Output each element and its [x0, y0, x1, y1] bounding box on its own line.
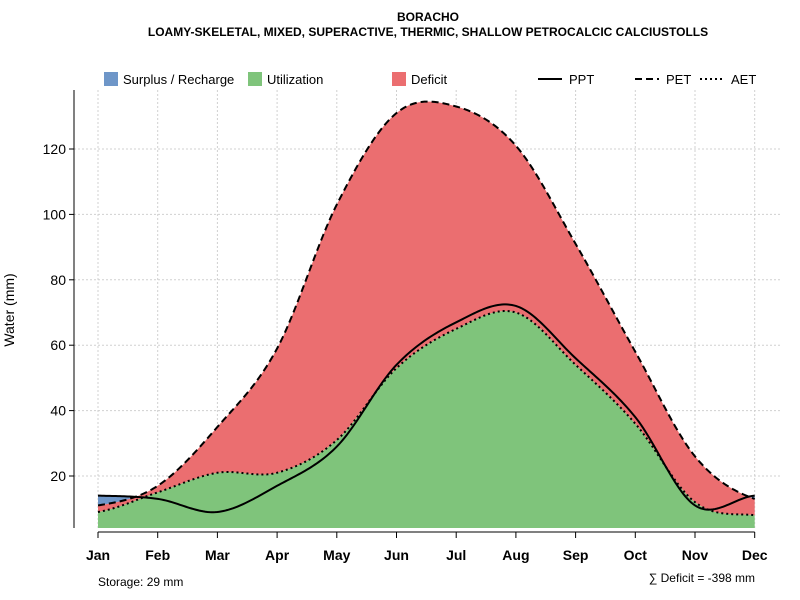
- legend-label: Utilization: [267, 72, 323, 87]
- area-fills: [98, 101, 755, 528]
- series-line-ppt: [97, 303, 755, 514]
- x-tick-label: Jun: [384, 547, 409, 563]
- x-tick-label: Jul: [446, 547, 466, 563]
- legend-label: PPT: [569, 72, 594, 87]
- y-tick-label: 40: [50, 403, 66, 419]
- legend-swatch: [104, 72, 118, 86]
- x-tick-label: Mar: [205, 547, 230, 563]
- y-tick-label: 60: [50, 337, 66, 353]
- y-tick-labels: 20 40 60 80 100 120: [43, 141, 74, 484]
- y-axis-label: Water (mm): [1, 273, 17, 346]
- legend-label: PET: [666, 72, 691, 87]
- legend-swatch: [392, 72, 406, 86]
- series-line-pet: [97, 100, 756, 507]
- deficit-sum-annotation: ∑ Deficit = -398 mm: [649, 571, 755, 585]
- deficit-area: [98, 101, 755, 516]
- y-tick-label: 120: [43, 141, 67, 157]
- y-tick-label: 100: [43, 206, 67, 222]
- y-tick-label: 20: [50, 468, 66, 484]
- y-tick-label: 80: [50, 272, 66, 288]
- utilization-area: [98, 310, 755, 528]
- x-tick-label: Nov: [682, 547, 709, 563]
- legend-label: Deficit: [411, 72, 448, 87]
- legend-item-pet: PET: [635, 72, 691, 87]
- x-tick-label: May: [323, 547, 350, 563]
- x-tick-label: Feb: [145, 547, 170, 563]
- storage-annotation: Storage: 29 mm: [98, 575, 183, 589]
- x-tick-label: Jan: [86, 547, 110, 563]
- x-tick-labels: Jan Feb Mar Apr May Jun Jul Aug Sep Oct Nov Dec: [86, 532, 768, 563]
- x-tick-label: Apr: [265, 547, 290, 563]
- legend-label: Surplus / Recharge: [123, 72, 234, 87]
- legend-item-surplus-recharge: Surplus / Recharge: [104, 72, 234, 87]
- x-tick-label: Oct: [624, 547, 648, 563]
- legend-label: AET: [731, 72, 756, 87]
- legend-item-utilization: Utilization: [248, 72, 323, 87]
- series-line-aet: [97, 309, 755, 517]
- axes: [73, 90, 755, 533]
- chart-subtitle: LOAMY-SKELETAL, MIXED, SUPERACTIVE, THER…: [148, 25, 708, 39]
- x-tick-label: Aug: [502, 547, 529, 563]
- legend-item-aet: AET: [700, 72, 756, 87]
- legend-item-deficit: Deficit: [392, 72, 448, 87]
- x-tick-label: Sep: [563, 547, 589, 563]
- legend-item-ppt: PPT: [538, 72, 594, 87]
- series-lines: [97, 100, 756, 517]
- chart-title: BORACHO: [397, 10, 459, 24]
- legend: Surplus / Recharge Utilization Deficit PPT P…: [104, 72, 756, 87]
- x-tick-label: Dec: [742, 547, 768, 563]
- legend-swatch: [248, 72, 262, 86]
